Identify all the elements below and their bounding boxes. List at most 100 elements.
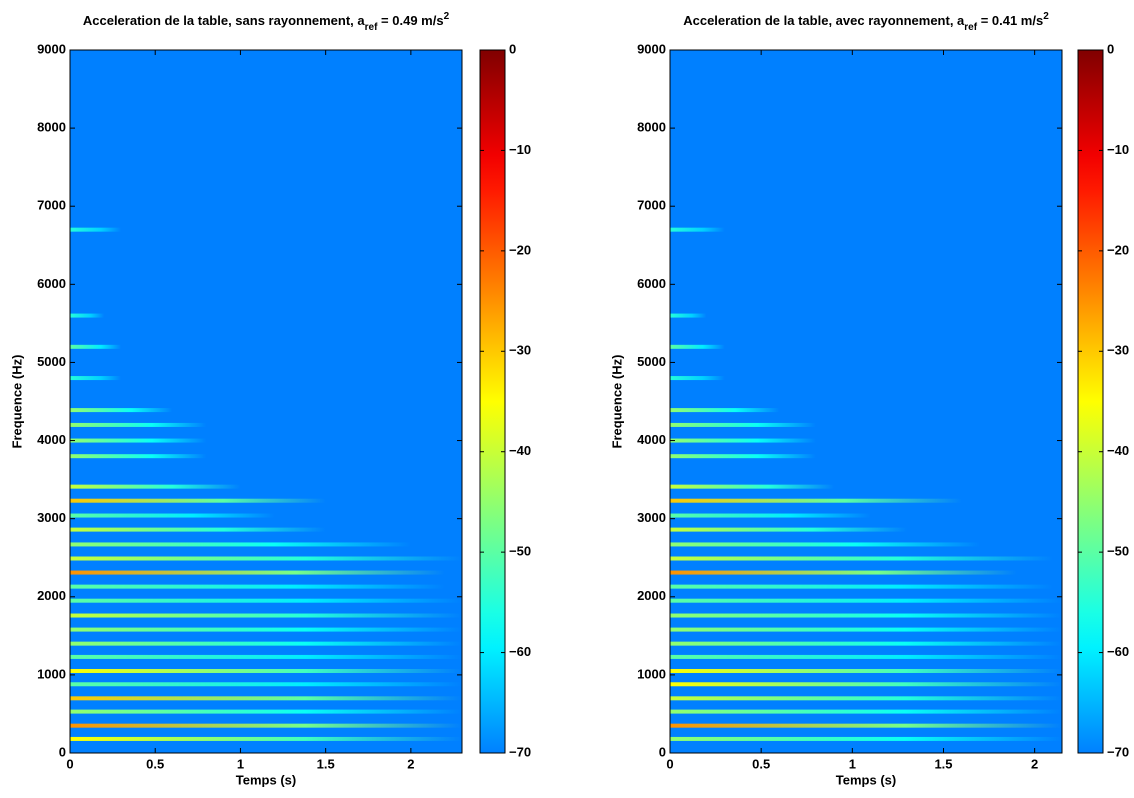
partial bbox=[670, 376, 725, 381]
partial bbox=[70, 654, 462, 659]
partial bbox=[670, 422, 816, 427]
partial bbox=[670, 454, 816, 459]
y-tick-label: 2000 bbox=[37, 588, 66, 603]
colorbar-tick-label: −30 bbox=[509, 343, 531, 358]
x-tick-label: 2 bbox=[1031, 756, 1038, 771]
title-text: Acceleration de la table, avec rayonneme… bbox=[683, 13, 965, 28]
partial bbox=[70, 570, 445, 575]
partial bbox=[670, 556, 1053, 561]
y-tick-label: 2000 bbox=[637, 588, 666, 603]
y-tick-label: 7000 bbox=[637, 198, 666, 213]
partial bbox=[70, 641, 462, 646]
colorbar-tick-label: −30 bbox=[1107, 343, 1129, 358]
y-tick-label: 1000 bbox=[37, 666, 66, 681]
colorbar-tick-label: −20 bbox=[509, 242, 531, 257]
y-tick-label: 8000 bbox=[37, 120, 66, 135]
y-tick-label: 7000 bbox=[37, 198, 66, 213]
y-tick-label: 6000 bbox=[37, 276, 66, 291]
partial bbox=[670, 682, 1062, 687]
colorbar-tick-label: 0 bbox=[509, 41, 516, 56]
y-tick-label: 9000 bbox=[37, 41, 66, 56]
partial bbox=[670, 513, 871, 518]
partial bbox=[670, 668, 1062, 673]
partial bbox=[70, 484, 241, 489]
x-tick-label: 1 bbox=[237, 756, 244, 771]
title-text: = 0.41 m/s bbox=[977, 13, 1043, 28]
x-tick-label: 1.5 bbox=[934, 756, 952, 771]
partial bbox=[70, 376, 122, 381]
y-axis-label: Frequence (Hz) bbox=[9, 355, 24, 449]
title-text: = 0.49 m/s bbox=[377, 13, 443, 28]
partial bbox=[70, 613, 462, 618]
partial bbox=[70, 696, 462, 701]
title-subscript: ref bbox=[964, 22, 977, 33]
partial bbox=[670, 641, 1062, 646]
partial bbox=[70, 682, 462, 687]
partial bbox=[70, 723, 462, 728]
x-tick-label: 1.5 bbox=[317, 756, 335, 771]
colorbar-tick-label: −50 bbox=[509, 544, 531, 559]
partial bbox=[70, 627, 462, 632]
colorbar-tick-label: −10 bbox=[1107, 142, 1129, 157]
title-subscript: ref bbox=[365, 22, 378, 33]
axes-frame bbox=[69, 49, 463, 754]
partial bbox=[670, 570, 1017, 575]
partial bbox=[70, 344, 122, 349]
partial bbox=[70, 668, 462, 673]
y-axis-label: Frequence (Hz) bbox=[609, 355, 624, 449]
partial bbox=[670, 723, 1062, 728]
colorbar-tick-label: −40 bbox=[509, 443, 531, 458]
partial bbox=[70, 313, 105, 318]
partial bbox=[70, 527, 326, 532]
title-text: Acceleration de la table, sans rayonneme… bbox=[83, 13, 366, 28]
x-tick-label: 0.5 bbox=[146, 756, 164, 771]
partial bbox=[670, 709, 1062, 714]
partial bbox=[670, 696, 1062, 701]
spectrogram-background bbox=[70, 50, 462, 753]
y-tick-label: 0 bbox=[659, 744, 666, 759]
partial bbox=[670, 598, 1062, 603]
x-tick-label: 0.5 bbox=[752, 756, 770, 771]
partial bbox=[70, 542, 411, 547]
x-tick-label: 2 bbox=[407, 756, 414, 771]
colorbar-tick-label: −60 bbox=[509, 644, 531, 659]
y-tick-label: 5000 bbox=[637, 354, 666, 369]
partial bbox=[670, 313, 707, 318]
colorbar bbox=[1077, 49, 1104, 754]
partial bbox=[670, 627, 1062, 632]
colorbar-tick-label: 0 bbox=[1107, 41, 1114, 56]
y-tick-label: 4000 bbox=[37, 432, 66, 447]
y-tick-label: 8000 bbox=[637, 120, 666, 135]
x-tick-label: 1 bbox=[849, 756, 856, 771]
colorbar-tick-label: −20 bbox=[1107, 242, 1129, 257]
partial bbox=[70, 556, 462, 561]
colorbar-tick-label: −70 bbox=[509, 744, 531, 759]
partial bbox=[70, 498, 326, 503]
colorbar-tick-label: −10 bbox=[509, 142, 531, 157]
chart-title: Acceleration de la table, sans rayonneme… bbox=[83, 11, 450, 33]
x-axis-label: Temps (s) bbox=[836, 772, 896, 787]
chart-title: Acceleration de la table, avec rayonneme… bbox=[683, 11, 1049, 33]
title-superscript: 2 bbox=[1043, 11, 1049, 22]
x-axis-label: Temps (s) bbox=[236, 772, 296, 787]
partial bbox=[70, 709, 462, 714]
partial bbox=[70, 454, 207, 459]
y-tick-label: 6000 bbox=[637, 276, 666, 291]
partial bbox=[670, 344, 725, 349]
partial bbox=[670, 613, 1062, 618]
partial bbox=[70, 422, 207, 427]
x-tick-label: 0 bbox=[666, 756, 673, 771]
x-tick-label: 0 bbox=[66, 756, 73, 771]
partial bbox=[670, 498, 962, 503]
y-tick-label: 9000 bbox=[637, 41, 666, 56]
y-tick-label: 3000 bbox=[637, 510, 666, 525]
colorbar-tick-label: −50 bbox=[1107, 544, 1129, 559]
partial bbox=[70, 227, 122, 232]
y-tick-label: 0 bbox=[59, 744, 66, 759]
y-tick-label: 4000 bbox=[637, 432, 666, 447]
y-tick-label: 3000 bbox=[37, 510, 66, 525]
partial bbox=[70, 584, 445, 589]
colorbar-tick-label: −70 bbox=[1107, 744, 1129, 759]
axes-frame bbox=[669, 49, 1063, 754]
